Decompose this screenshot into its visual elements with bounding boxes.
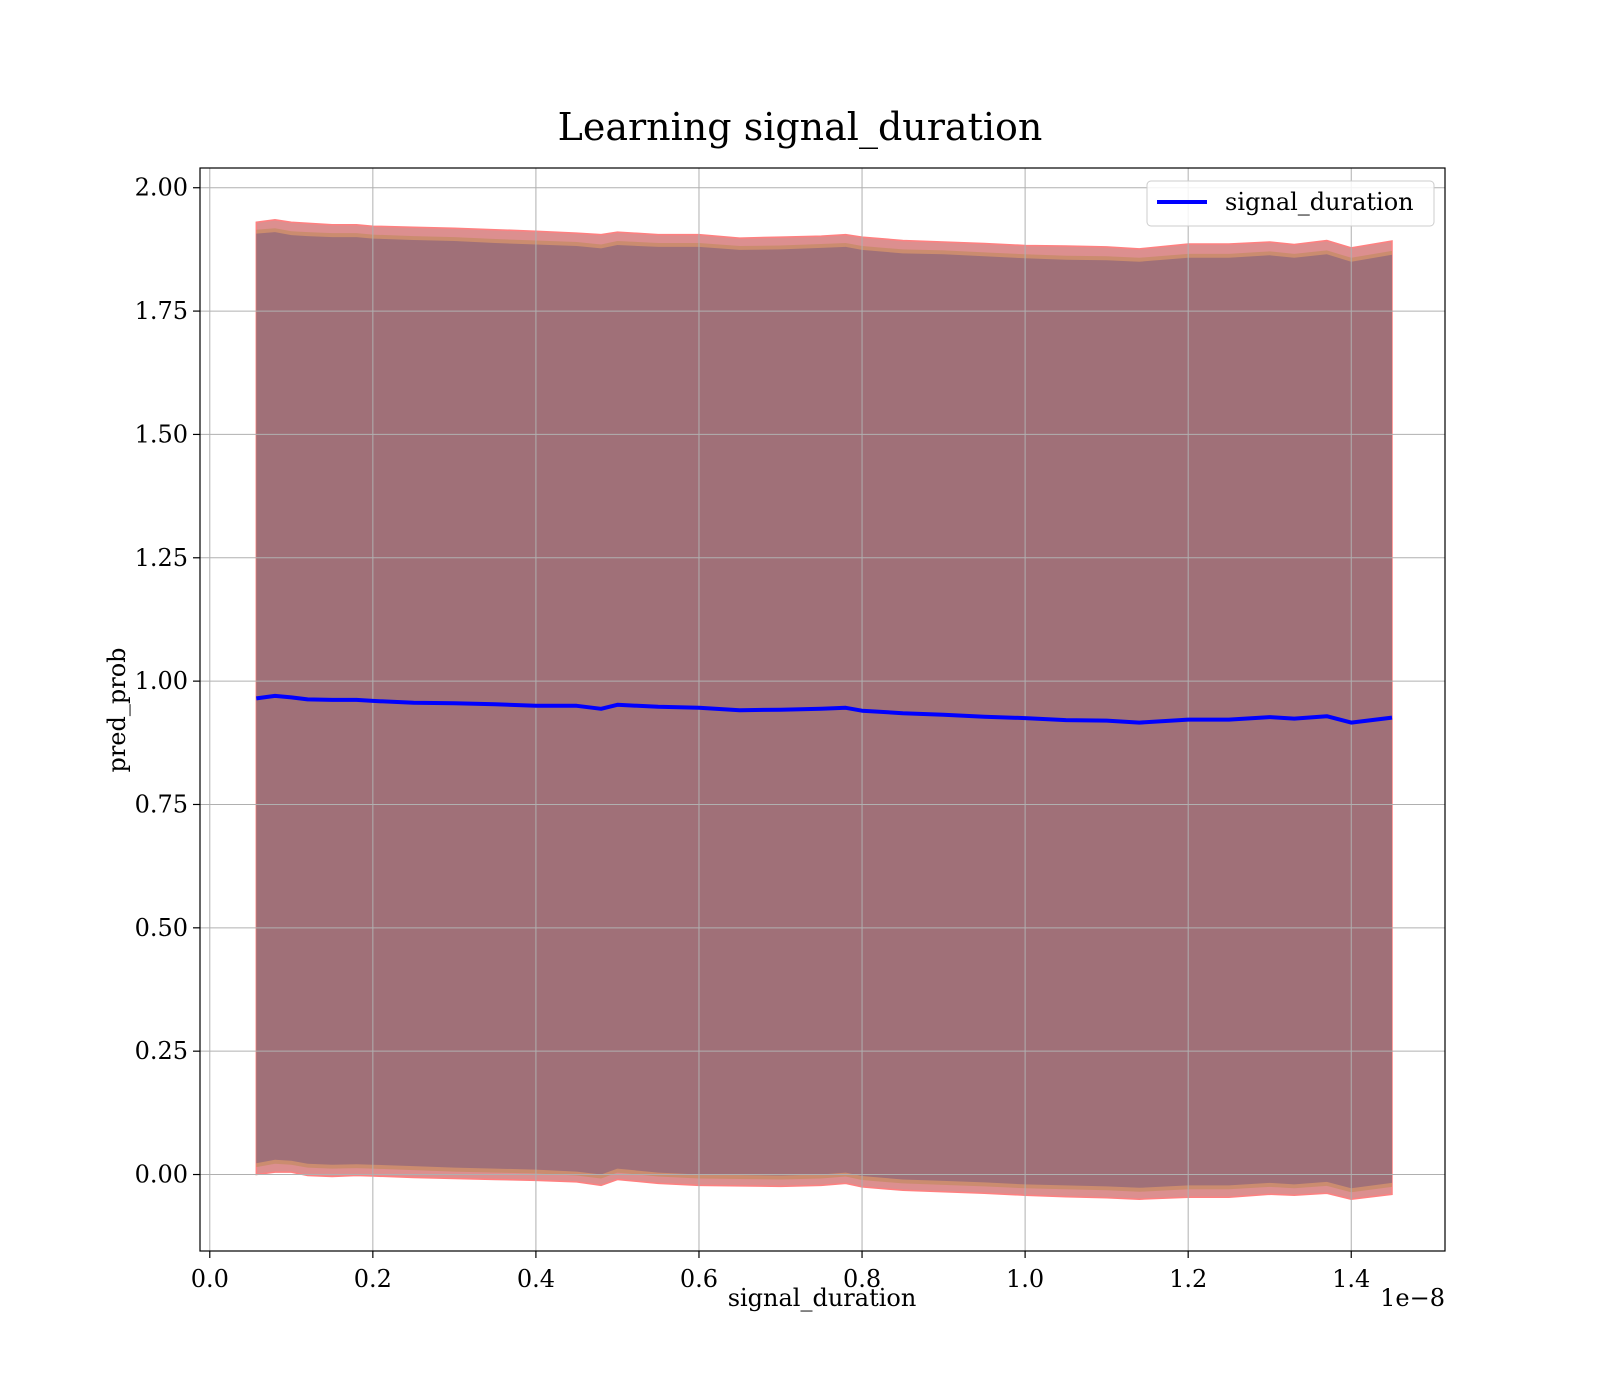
x-tick-label: 0.2 — [354, 1265, 392, 1293]
plot-frame — [199, 167, 1446, 1252]
y-tick-label: 1.50 — [135, 420, 188, 448]
y-tick-label: 1.75 — [135, 297, 188, 325]
x-tick-label: 0.8 — [843, 1265, 881, 1293]
y-tick-label: 2.00 — [135, 174, 188, 202]
y-axis-label: pred_prob — [103, 647, 131, 772]
y-tick-label: 1.00 — [135, 667, 188, 695]
x-axis-label: signal_duration — [728, 1284, 917, 1312]
series-line-signal-duration — [256, 693, 1393, 725]
x-axis-ticks: 0.0 0.2 0.4 0.6 0.8 1.0 1.2 1.4 — [191, 1251, 1370, 1293]
x-scale-label: 1e−8 — [1380, 1284, 1445, 1312]
series-lines — [256, 693, 1393, 725]
legend-box — [1146, 180, 1435, 227]
x-tick-label: 1.2 — [1169, 1265, 1207, 1293]
y-axis-ticks: 0.00 0.25 0.50 0.75 1.00 1.25 1.50 1.75 2.00 — [135, 174, 200, 1189]
x-tick-label: 1.4 — [1332, 1265, 1370, 1293]
x-tick-label: 0.0 — [191, 1265, 229, 1293]
x-tick-label: 0.4 — [517, 1265, 555, 1293]
y-tick-label: 0.25 — [135, 1037, 188, 1065]
legend: signal_duration — [1146, 180, 1435, 227]
legend-label: signal_duration — [1225, 188, 1414, 216]
y-tick-label: 0.00 — [135, 1161, 188, 1189]
x-tick-label: 0.6 — [680, 1265, 718, 1293]
y-tick-label: 0.75 — [135, 790, 188, 818]
x-tick-label: 1.0 — [1006, 1265, 1044, 1293]
y-tick-label: 1.25 — [135, 544, 188, 572]
y-tick-label: 0.50 — [135, 914, 188, 942]
chart-title: Learning signal_duration — [558, 105, 1043, 150]
